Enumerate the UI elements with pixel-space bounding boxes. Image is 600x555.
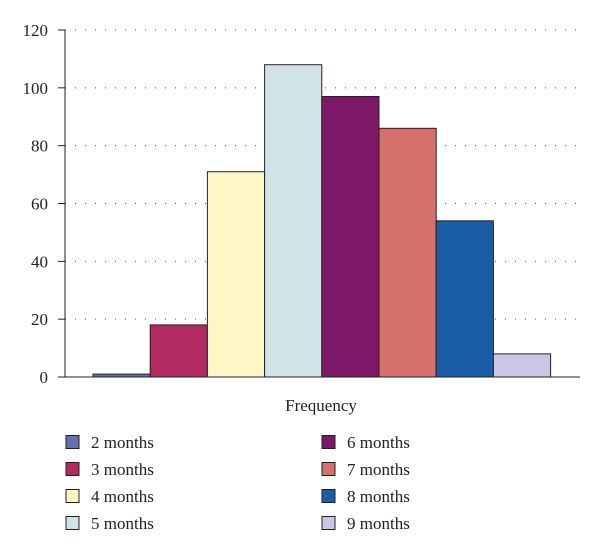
legend-swatch xyxy=(65,516,80,530)
y-tick-label: 40 xyxy=(31,252,48,271)
bar-8-months xyxy=(435,220,494,378)
legend-item: 7 months xyxy=(321,460,410,479)
bar-5-months xyxy=(264,64,323,378)
legend-label: 4 months xyxy=(91,487,154,506)
legend-item: 2 months xyxy=(65,433,154,452)
bar-6-months xyxy=(321,96,380,378)
legend-swatch xyxy=(321,489,336,503)
x-axis-label: Frequency xyxy=(285,396,357,415)
legend-swatch xyxy=(321,435,336,449)
legend-label: 3 months xyxy=(91,460,154,479)
bar-2-months xyxy=(92,373,151,378)
legend-label: 9 months xyxy=(347,514,410,533)
bars xyxy=(92,64,552,378)
legend-item: 6 months xyxy=(321,433,410,452)
bar-3-months xyxy=(149,324,208,378)
legend-swatch xyxy=(65,489,80,503)
legend-label: 8 months xyxy=(347,487,410,506)
legend-label: 7 months xyxy=(347,460,410,479)
legend-item: 3 months xyxy=(65,460,154,479)
legend-item: 4 months xyxy=(65,487,154,506)
y-tick-label: 20 xyxy=(31,310,48,329)
bar-4-months xyxy=(206,171,266,378)
y-tick-label: 80 xyxy=(31,137,48,156)
legend-item: 8 months xyxy=(321,487,410,506)
y-tick-label: 100 xyxy=(23,79,49,98)
legend-label: 5 months xyxy=(91,514,154,533)
legend-swatch xyxy=(65,462,80,476)
legend-label: 2 months xyxy=(91,433,154,452)
legend-swatch xyxy=(321,516,336,530)
bar-9-months xyxy=(492,353,552,378)
y-tick-label: 60 xyxy=(31,195,48,214)
legend-item: 9 months xyxy=(321,514,410,533)
y-tick-label: 120 xyxy=(23,21,49,40)
bar-7-months xyxy=(378,127,437,378)
y-tick-labels: 0 20 40 60 80 100 120 xyxy=(23,21,49,387)
legend-item: 5 months xyxy=(65,514,154,533)
legend: 2 months 3 months 4 months 5 months 6 months… xyxy=(65,433,410,533)
legend-swatch xyxy=(65,435,80,449)
legend-label: 6 months xyxy=(347,433,410,452)
legend-swatch xyxy=(321,462,336,476)
y-tick-label: 0 xyxy=(40,368,49,387)
